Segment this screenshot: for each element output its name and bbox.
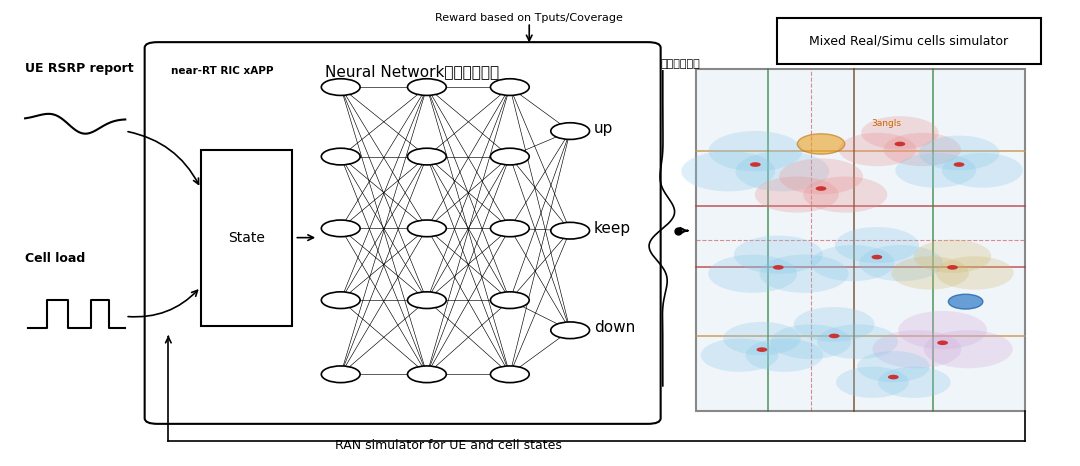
Circle shape <box>891 256 969 289</box>
Circle shape <box>407 79 446 96</box>
Circle shape <box>681 151 775 192</box>
Text: 切换门限调整: 切换门限调整 <box>661 59 701 69</box>
Circle shape <box>322 220 360 237</box>
Circle shape <box>873 330 961 368</box>
Circle shape <box>861 116 939 150</box>
Text: up: up <box>594 121 613 136</box>
Circle shape <box>750 162 760 167</box>
Circle shape <box>919 136 999 171</box>
Circle shape <box>794 307 875 342</box>
Circle shape <box>490 366 529 383</box>
Circle shape <box>883 133 961 166</box>
Circle shape <box>818 324 897 359</box>
Circle shape <box>828 334 839 338</box>
Circle shape <box>322 148 360 165</box>
Circle shape <box>735 151 829 192</box>
Circle shape <box>914 240 991 273</box>
Circle shape <box>490 148 529 165</box>
Circle shape <box>923 330 1013 368</box>
Bar <box>697 69 1025 411</box>
Text: Neural Network（神经网络）: Neural Network（神经网络） <box>325 64 499 79</box>
Circle shape <box>797 134 845 154</box>
Circle shape <box>708 131 802 171</box>
Circle shape <box>724 322 800 355</box>
Text: State: State <box>228 231 265 245</box>
Circle shape <box>779 158 863 194</box>
Circle shape <box>815 186 826 191</box>
Circle shape <box>860 245 943 281</box>
Text: Mixed Real/Simu cells simulator: Mixed Real/Simu cells simulator <box>809 34 1009 47</box>
Text: Reward based on Tputs/Coverage: Reward based on Tputs/Coverage <box>435 13 623 23</box>
Circle shape <box>954 162 964 167</box>
Circle shape <box>755 177 839 212</box>
Circle shape <box>936 256 1014 289</box>
Circle shape <box>899 311 987 349</box>
Circle shape <box>407 366 446 383</box>
Circle shape <box>878 367 950 398</box>
Circle shape <box>937 341 948 345</box>
Circle shape <box>773 265 784 270</box>
Text: near-RT RIC xAPP: near-RT RIC xAPP <box>171 66 273 76</box>
Circle shape <box>708 254 797 293</box>
Circle shape <box>322 366 360 383</box>
Circle shape <box>551 322 590 339</box>
Circle shape <box>888 375 899 379</box>
Circle shape <box>804 177 888 212</box>
Bar <box>201 150 293 326</box>
Circle shape <box>770 324 851 359</box>
Circle shape <box>407 220 446 237</box>
Circle shape <box>839 133 916 166</box>
Text: keep: keep <box>594 221 631 236</box>
Text: 3angls: 3angls <box>872 119 902 128</box>
Text: down: down <box>594 321 635 336</box>
Circle shape <box>407 292 446 308</box>
Circle shape <box>701 338 779 372</box>
Circle shape <box>872 255 882 260</box>
Circle shape <box>947 265 958 270</box>
Circle shape <box>490 220 529 237</box>
Circle shape <box>811 245 894 281</box>
Circle shape <box>948 294 983 309</box>
FancyBboxPatch shape <box>145 42 661 424</box>
Text: RAN simulator for UE and cell states: RAN simulator for UE and cell states <box>335 439 562 452</box>
Circle shape <box>835 227 919 263</box>
Circle shape <box>745 338 823 372</box>
Bar <box>777 18 1041 64</box>
Circle shape <box>490 79 529 96</box>
Circle shape <box>322 292 360 308</box>
Circle shape <box>551 222 590 239</box>
Circle shape <box>734 235 823 274</box>
Circle shape <box>895 153 976 188</box>
Circle shape <box>756 347 767 352</box>
Circle shape <box>894 142 905 146</box>
Text: Cell load: Cell load <box>25 252 85 265</box>
Circle shape <box>490 292 529 308</box>
Circle shape <box>322 79 360 96</box>
Circle shape <box>942 153 1023 188</box>
Circle shape <box>856 351 930 382</box>
Circle shape <box>836 367 908 398</box>
Text: UE RSRP report: UE RSRP report <box>25 62 134 75</box>
Circle shape <box>551 123 590 139</box>
Circle shape <box>407 148 446 165</box>
Circle shape <box>759 254 849 293</box>
